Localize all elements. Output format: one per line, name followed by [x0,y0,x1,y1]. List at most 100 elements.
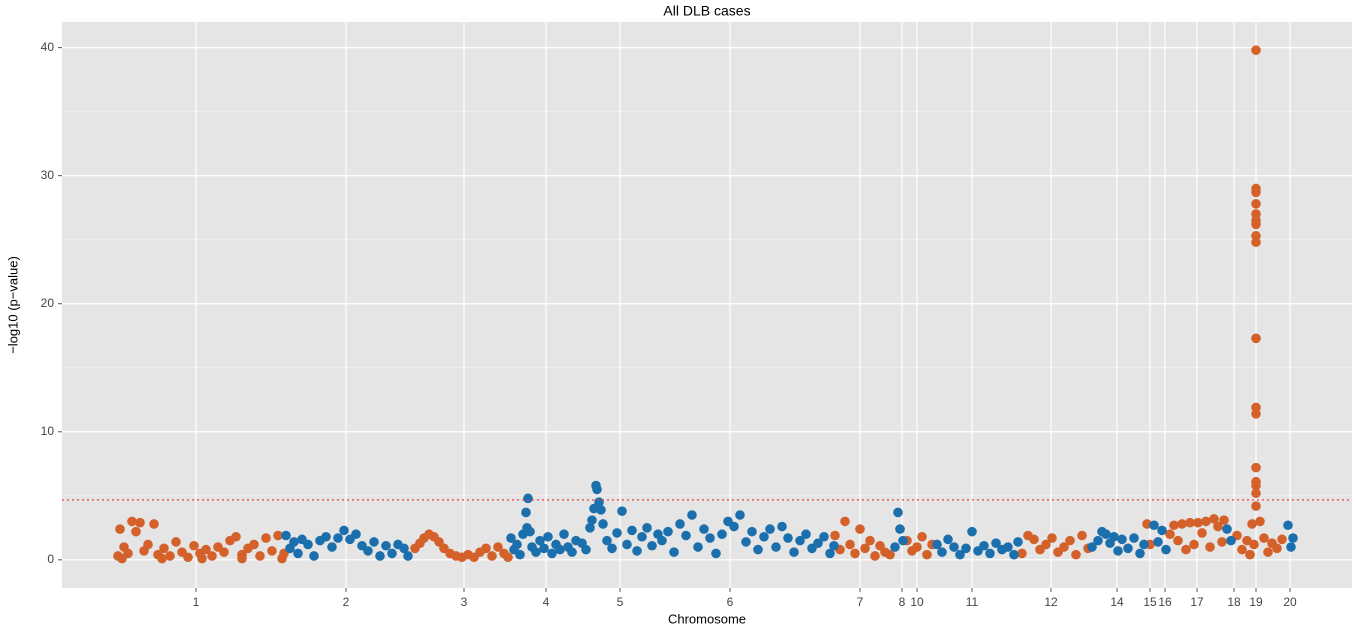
point [387,548,397,559]
x-tick-label: 12 [1044,595,1058,609]
point [1071,549,1081,560]
point [1087,542,1097,552]
point [289,537,299,547]
point [281,530,291,541]
point [617,506,627,516]
point [699,524,709,534]
point [1201,516,1211,527]
point [1251,480,1261,491]
x-tick-label: 20 [1283,595,1297,609]
point [1219,515,1229,525]
point [1251,199,1261,209]
point [596,505,606,515]
point [481,543,491,554]
point [717,529,727,540]
point [1157,525,1167,536]
point [829,540,839,551]
point [1189,539,1199,550]
point [1161,544,1171,555]
x-tick-label: 10 [910,595,924,609]
point [801,529,811,540]
point [381,540,391,551]
point [789,547,799,557]
point [1197,528,1207,538]
x-tick-label: 14 [1110,595,1124,609]
point [1013,537,1023,547]
point [1193,517,1203,528]
point [917,531,927,542]
point [539,543,549,554]
point [1251,45,1261,55]
point [127,516,137,527]
point [607,543,617,554]
point [602,535,612,546]
point [1251,488,1261,499]
point [711,548,721,559]
point [783,533,793,543]
point [1245,549,1255,560]
y-tick-label: 40 [41,40,55,54]
point [747,526,757,537]
point [267,546,277,556]
point [1173,535,1183,546]
x-tick-label: 11 [966,595,979,609]
point [627,525,637,536]
point [535,535,545,546]
point [1041,539,1051,550]
y-tick-label: 30 [41,168,55,182]
plot-background [62,22,1352,588]
point [327,542,337,552]
point [675,519,685,529]
point [895,524,905,534]
x-tick-label: 8 [899,595,906,609]
point [622,539,632,550]
point [131,526,141,537]
point [293,548,303,559]
point [687,510,697,520]
point [1113,546,1123,556]
point [1093,535,1103,546]
point [559,529,569,540]
point [1185,517,1195,528]
point [309,551,319,561]
point [765,524,775,534]
x-tick-label: 15 [1143,595,1157,609]
point [333,533,343,543]
point [255,551,265,561]
point [135,517,145,528]
point [1109,531,1119,542]
point [1165,529,1175,540]
point [487,551,497,561]
point [1209,514,1219,524]
point [1135,548,1145,559]
point [1249,539,1259,550]
point [143,539,153,550]
point [375,551,385,561]
point [1177,519,1187,529]
point [1003,542,1013,552]
x-tick-label: 19 [1249,595,1263,609]
point [115,524,125,534]
point [521,507,531,518]
point [855,524,865,534]
point [840,516,850,527]
point [1065,535,1075,546]
point [543,531,553,542]
point [531,547,541,557]
point [1283,520,1293,531]
point [932,539,942,550]
point [1129,533,1139,543]
point [183,552,193,563]
point [1288,533,1298,543]
point [555,544,565,555]
point [955,549,965,560]
point [1149,520,1159,531]
point [525,526,535,537]
point [912,542,922,552]
point [363,546,373,556]
point [403,551,413,561]
point [681,530,691,541]
x-tick-label: 4 [543,595,550,609]
point [937,547,947,557]
point [705,533,715,543]
